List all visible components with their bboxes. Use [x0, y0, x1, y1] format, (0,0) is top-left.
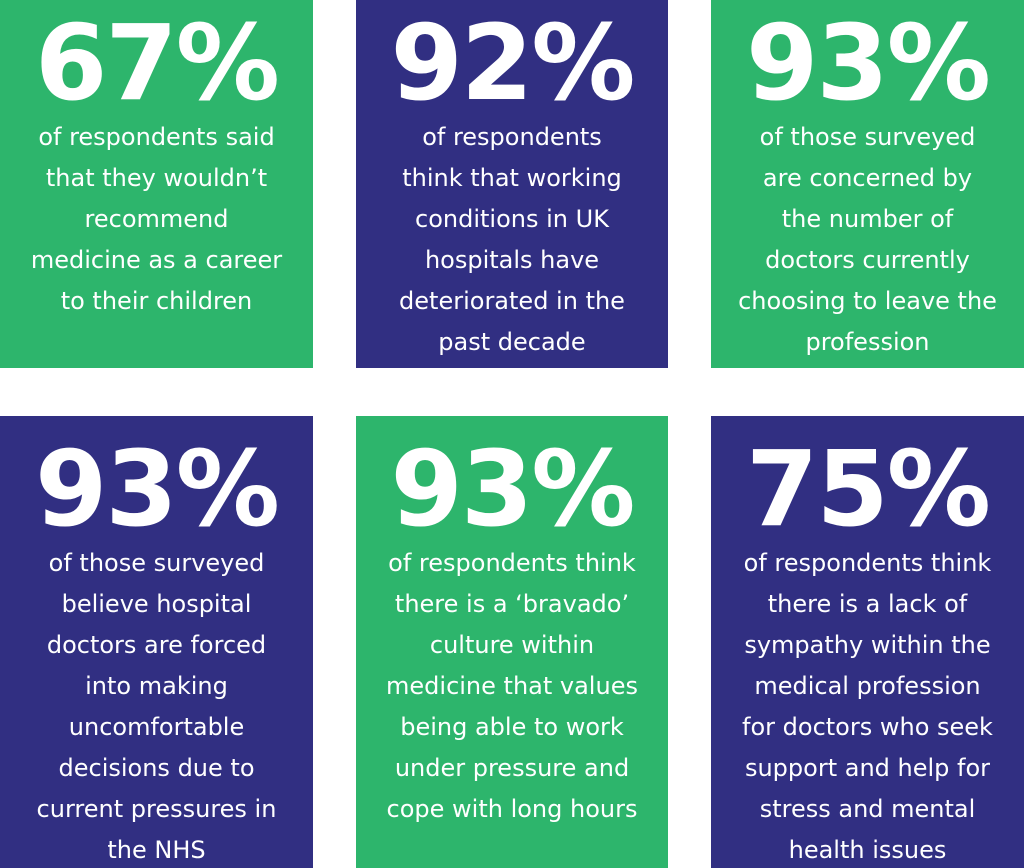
stat-tile-uncomfortable-decisions: 93% of those surveyed believe hospital d… — [0, 416, 313, 868]
stat-percent: 92% — [390, 2, 636, 124]
stat-percent: 93% — [746, 2, 991, 124]
stat-tile-bravado-culture: 93% of respondents think there is a ‘bra… — [356, 416, 668, 868]
stat-description: of respondents think that working condit… — [399, 123, 625, 356]
stat-tile-doctors-leaving: 93% of those surveyed are concerned by t… — [711, 0, 1024, 368]
stat-percent: 75% — [746, 428, 991, 550]
stat-description: of respondents think there is a lack of … — [742, 549, 993, 864]
stat-tile-working-conditions: 92% of respondents think that working co… — [356, 0, 668, 368]
stat-tile-lack-of-sympathy: 75% of respondents think there is a lack… — [711, 416, 1024, 868]
stat-percent: 67% — [35, 2, 280, 124]
stat-description: of those surveyed are concerned by the n… — [738, 123, 997, 356]
stat-description: of respondents think there is a ‘bravado… — [386, 549, 638, 823]
stat-percent: 93% — [35, 428, 280, 550]
stat-percent: 93% — [390, 428, 636, 550]
stat-description: of those surveyed believe hospital docto… — [36, 549, 277, 864]
stat-tile-recommend-medicine: 67% of respondents said that they wouldn… — [0, 0, 313, 368]
stat-description: of respondents said that they wouldn’t r… — [30, 123, 283, 315]
